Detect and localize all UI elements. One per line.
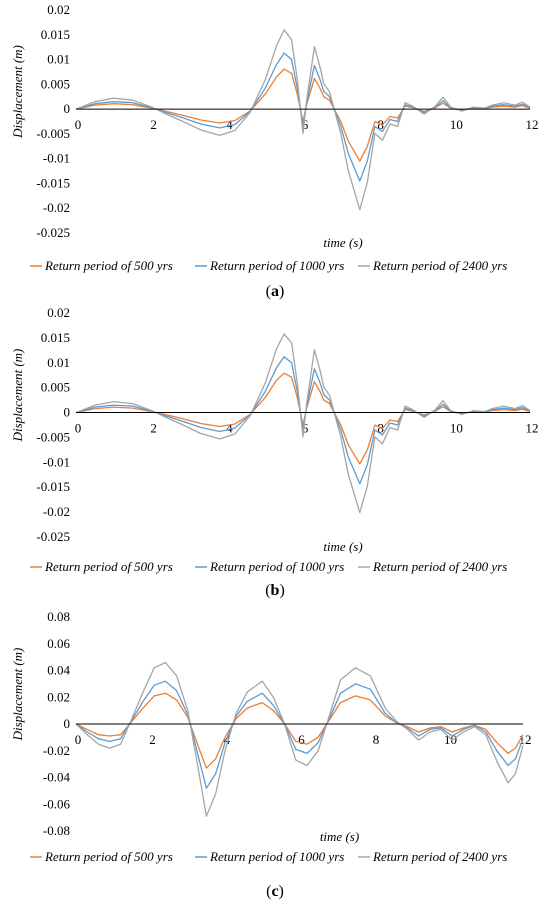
y-tick-label: -0.015 [36,479,70,494]
y-tick-label: -0.025 [36,529,70,544]
y-tick-label: 0.01 [47,355,70,370]
x-tick-label: 12 [526,421,539,436]
y-tick-label: -0.04 [43,770,71,785]
y-tick-label: -0.015 [36,175,70,190]
y-tick-label: -0.06 [43,796,71,811]
series-line-s500 [75,372,531,465]
y-tick-label: 0.02 [47,305,70,320]
x-tick-label: 0 [75,117,82,132]
y-tick-label: -0.08 [43,823,70,838]
series-line-s1000 [75,680,524,789]
y-tick-label: 0.02 [47,689,70,704]
x-tick-label: 6 [302,421,309,436]
x-tick-label: 10 [450,117,463,132]
chart-c: 0.08 0.06 0.04 0.02 0 -0.02 -0.04 -0.06 -0.08 0 2 4… [10,609,532,864]
y-tick-label: -0.005 [36,429,70,444]
y-tick-label: 0.005 [41,380,70,395]
y-tick-label: 0 [64,405,71,420]
legend-label: Return period of 2400 yrs [372,258,507,273]
y-tick-label: 0 [64,716,71,731]
x-tick-label: 12 [526,117,539,132]
x-tick-label: 2 [149,732,156,747]
y-tick-label: -0.01 [43,454,70,469]
legend-label: Return period of 1000 yrs [209,258,344,273]
legend-label: Return period of 2400 yrs [372,559,507,574]
x-axis-title: time (s) [323,235,362,250]
x-tick-label: 4 [224,732,231,747]
legend-label: Return period of 1000 yrs [209,559,344,574]
caption-b: (b) [265,582,285,599]
y-axis-title: Displacement (m) [10,349,25,443]
x-axis-title: time (s) [323,539,362,554]
y-tick-label: -0.02 [43,504,70,519]
chart-panel-a: 0.02 0.015 0.01 0.005 0 -0.005 -0.01 -0.015 -0.0… [0,0,550,305]
legend-label: Return period of 1000 yrs [209,849,344,864]
y-tick-label: 0.015 [41,330,70,345]
y-tick-label: 0.04 [47,663,70,678]
legend-label: Return period of 500 yrs [44,849,173,864]
series-line-s2400 [75,661,524,817]
y-tick-label: 0.015 [41,27,70,42]
legend-label: Return period of 2400 yrs [372,849,507,864]
x-tick-label: 8 [373,732,380,747]
legend-label: Return period of 500 yrs [44,258,173,273]
x-axis-title: time (s) [320,829,359,844]
y-tick-label: 0.005 [41,76,70,91]
y-tick-label: -0.01 [43,151,70,166]
x-tick-label: 6 [298,732,305,747]
y-axis-title: Displacement (m) [10,648,25,742]
x-tick-label: 6 [302,117,309,132]
series-line-s2400 [75,333,531,514]
series-line-s2400 [75,29,531,211]
y-axis-title: Displacement (m) [10,45,25,139]
y-tick-label: 0 [64,101,71,116]
y-tick-label: 0.02 [47,2,70,17]
y-tick-label: -0.02 [43,200,70,215]
chart-panel-c: 0.08 0.06 0.04 0.02 0 -0.02 -0.04 -0.06 -0.08 0 2 4… [0,605,550,910]
caption-a: (a) [265,283,285,300]
y-tick-label: -0.005 [36,126,70,141]
x-tick-label: 2 [150,421,157,436]
chart-b: 0.02 0.015 0.01 0.005 0 -0.005 -0.01 -0.015 -0.0… [10,305,539,574]
series-line-s500 [75,692,524,769]
chart-panel-b: 0.02 0.015 0.01 0.005 0 -0.005 -0.01 -0.015 -0.0… [0,305,550,605]
legend-label: Return period of 500 yrs [44,559,173,574]
series-line-s500 [75,68,531,162]
x-tick-label: 0 [75,421,82,436]
x-tick-label: 10 [450,421,463,436]
chart-a: 0.02 0.015 0.01 0.005 0 -0.005 -0.01 -0.015 -0.0… [10,2,539,273]
y-tick-label: 0.06 [47,636,70,651]
y-tick-label: -0.02 [43,743,70,758]
x-tick-label: 0 [75,732,82,747]
x-tick-label: 2 [150,117,157,132]
caption-c: (c) [266,883,284,900]
y-tick-label: -0.025 [36,225,70,240]
x-tick-label: 4 [226,117,233,132]
y-tick-label: 0.01 [47,52,70,67]
y-tick-label: 0.08 [47,609,70,624]
x-tick-label: 4 [226,421,233,436]
